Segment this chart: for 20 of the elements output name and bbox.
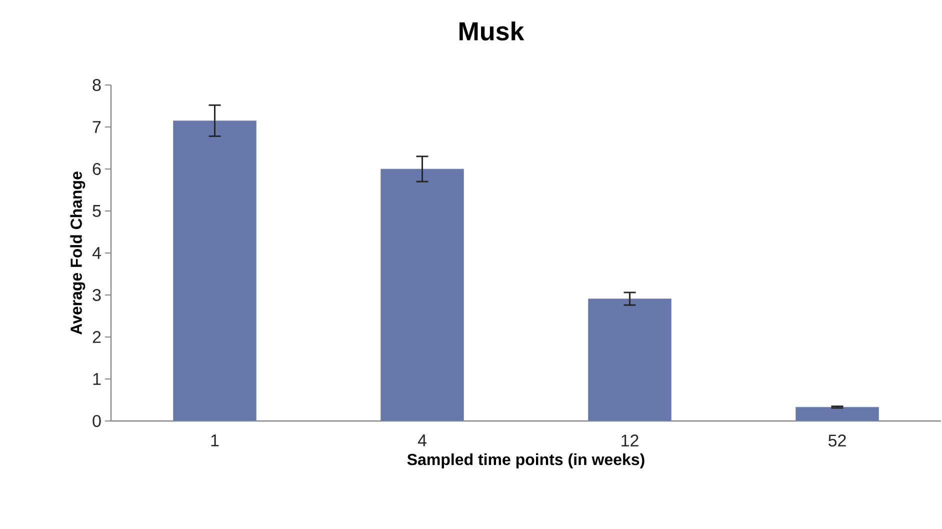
y-tick-label: 0 bbox=[92, 414, 101, 428]
x-tick-label: 52 bbox=[828, 434, 846, 447]
y-tick-label: 2 bbox=[92, 331, 101, 343]
x-tick-label: 12 bbox=[622, 434, 638, 446]
y-tick-label: 8 bbox=[92, 78, 101, 92]
y-tick-label: 1 bbox=[93, 373, 101, 385]
chart-title: Musk bbox=[460, 21, 524, 41]
y-tick-label: 3 bbox=[92, 288, 101, 302]
bar bbox=[380, 168, 464, 422]
bar bbox=[173, 120, 256, 422]
x-tick-label: 1 bbox=[211, 434, 219, 446]
x-tick-label: 4 bbox=[418, 434, 426, 446]
y-tick-label: 6 bbox=[92, 162, 101, 176]
bar bbox=[796, 406, 879, 422]
y-axis-title: Average Fold Change bbox=[70, 172, 86, 335]
x-axis-title: Sampled time points (in weeks) bbox=[407, 453, 644, 468]
y-tick-label: 5 bbox=[92, 205, 101, 217]
bar bbox=[588, 298, 672, 422]
y-tick-label: 4 bbox=[92, 247, 101, 259]
y-tick-label: 7 bbox=[92, 121, 101, 133]
